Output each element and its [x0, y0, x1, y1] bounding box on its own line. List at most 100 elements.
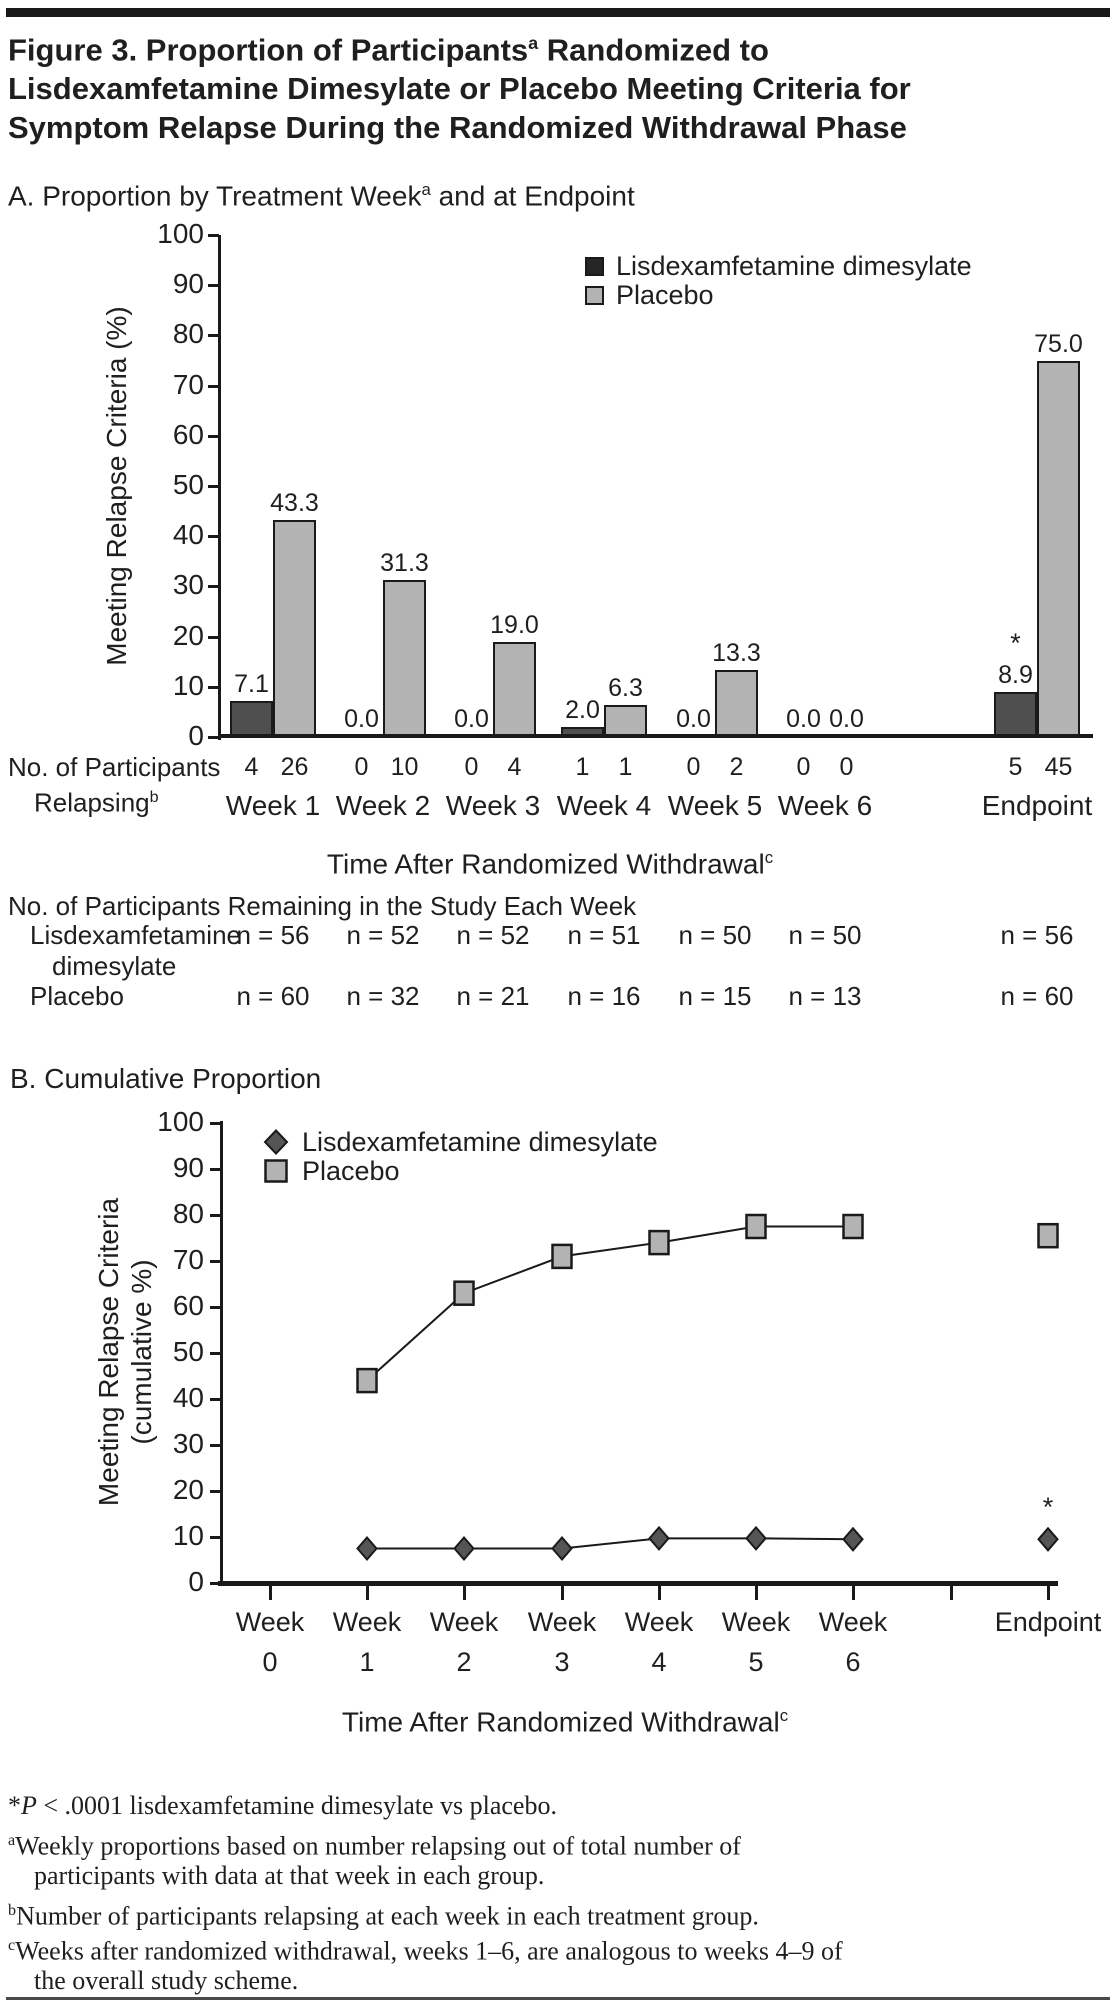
- diamond-marker: [842, 1526, 864, 1552]
- y-axis-tick-mark: [210, 1122, 221, 1125]
- bar-value-label: 31.3: [380, 548, 429, 577]
- y-axis-tick-mark: [210, 1352, 221, 1355]
- x-category-number: 2: [456, 1647, 472, 1677]
- x-category-label: Week 4: [556, 790, 652, 821]
- footnote-line: the overall study scheme.: [34, 1966, 299, 1995]
- significance-star: *: [1010, 628, 1021, 658]
- bar-lisdexamfetamine: [994, 692, 1037, 737]
- x-category-label: Week: [624, 1607, 694, 1637]
- y-axis-tick-label: 70: [172, 368, 204, 400]
- relapsing-count-placebo: 26: [280, 753, 309, 781]
- x-category-label: Week 3: [445, 790, 541, 821]
- y-axis-tick-label: 100: [157, 1106, 204, 1137]
- y-axis-tick-label: 40: [172, 1382, 204, 1413]
- series-line: [366, 1225, 853, 1382]
- remaining-count: n = 52: [346, 920, 420, 950]
- diamond-marker: [1037, 1526, 1059, 1552]
- relapsing-count-lisdexamfetamine: 1: [575, 753, 590, 781]
- remaining-count: n = 56: [236, 920, 310, 950]
- x-category-number: 6: [845, 1647, 861, 1677]
- y-axis-tick-mark: [210, 1444, 221, 1447]
- y-axis-tick-label: 10: [172, 1520, 204, 1551]
- relapsing-count-placebo: 4: [507, 753, 522, 781]
- x-axis-title: Time After Randomized Withdrawalc: [341, 1706, 789, 1738]
- x-axis-tick-mark: [1047, 1586, 1050, 1600]
- y-axis-tick-mark: [210, 1168, 221, 1171]
- x-axis-line: [218, 734, 1093, 738]
- legend-row: Lisdexamfetamine dimesylate: [585, 251, 972, 281]
- relapsing-count-placebo: 45: [1044, 753, 1073, 781]
- y-axis-tick-mark: [208, 585, 219, 589]
- y-axis-tick-label: 80: [172, 318, 204, 350]
- bar-value-label: 19.0: [490, 610, 539, 639]
- y-axis-tick-label: 50: [172, 1336, 204, 1367]
- legend-row: Placebo: [585, 280, 972, 310]
- x-axis-tick-mark: [269, 1586, 272, 1600]
- superscript-c: c: [8, 1937, 16, 1954]
- relapsing-row-label: No. of Participants: [8, 752, 221, 782]
- remaining-count: n = 51: [567, 920, 641, 950]
- superscript-c: c: [764, 848, 774, 867]
- square-marker: [648, 1229, 670, 1256]
- x-axis-tick-mark: [852, 1586, 855, 1600]
- y-axis-title: Meeting Relapse Criteria (cumulative %): [93, 1197, 157, 1507]
- legend-row: Lisdexamfetamine dimesylate: [262, 1127, 658, 1157]
- y-axis-title: Meeting Relapse Criteria (%): [101, 306, 132, 666]
- diamond-marker: [453, 1535, 475, 1562]
- bar-value-label: 0.0: [676, 705, 711, 733]
- superscript-b: b: [149, 788, 159, 806]
- x-axis-tick-mark: [755, 1586, 758, 1600]
- y-axis-tick-label: 10: [172, 669, 204, 701]
- bar-value-label: 0.0: [344, 705, 379, 733]
- y-axis-tick-label: 60: [172, 1290, 204, 1321]
- footnote-line: *P < .0001 lisdexamfetamine dimesylate v…: [8, 1791, 557, 1820]
- panel-b-plot-canvas: [356, 1213, 1059, 1562]
- panel-b-heading: B. Cumulative Proportion: [10, 1063, 322, 1094]
- x-category-label: Week 5: [667, 790, 763, 821]
- bar-value-label: 75.0: [1034, 329, 1083, 358]
- x-axis-tick-mark: [658, 1586, 661, 1600]
- relapsing-count-lisdexamfetamine: 0: [354, 753, 369, 781]
- remaining-row-label: Lisdexamfetamine: [30, 920, 241, 950]
- superscript-a: a: [8, 1832, 16, 1849]
- superscript-c: c: [779, 1706, 789, 1725]
- relapsing-row-label-line2: Relapsingb: [34, 787, 159, 818]
- x-category-number: 5: [748, 1647, 764, 1677]
- relapsing-count-placebo: 1: [618, 753, 633, 781]
- bar-placebo: [604, 705, 647, 737]
- superscript-a: a: [421, 180, 431, 199]
- top-rule: [6, 8, 1110, 17]
- superscript-a: a: [528, 33, 539, 53]
- x-category-label: Week 2: [335, 790, 431, 821]
- y-axis-tick-label: 40: [172, 519, 204, 551]
- bar-value-label: 0.0: [829, 705, 864, 733]
- y-axis-tick-mark: [210, 1214, 221, 1217]
- relapsing-count-placebo: 0: [839, 753, 854, 781]
- relapsing-count-lisdexamfetamine: 4: [244, 753, 259, 781]
- y-axis-tick-mark: [210, 1490, 221, 1493]
- legend: Lisdexamfetamine dimesylate Placebo: [262, 1127, 658, 1186]
- bar-value-label: 8.9: [998, 661, 1033, 690]
- y-axis-tick-label: 60: [172, 418, 204, 450]
- bar-value-label: 7.1: [234, 670, 269, 699]
- remaining-count: n = 52: [456, 920, 530, 950]
- legend: Lisdexamfetamine dimesylate Placebo: [585, 251, 972, 310]
- remaining-table-header: No. of Participants Remaining in the Stu…: [8, 891, 637, 921]
- y-axis-tick-mark: [208, 535, 219, 539]
- x-category-label: Week: [527, 1607, 597, 1637]
- y-axis-tick-mark: [208, 334, 219, 338]
- remaining-count: n = 50: [678, 920, 752, 950]
- bar-placebo: [273, 519, 316, 737]
- x-category-label: Week: [235, 1607, 305, 1637]
- footnote-line: aWeekly proportions based on number rela…: [8, 1831, 741, 1861]
- bar-placebo: [383, 579, 426, 737]
- x-axis-tick-mark: [366, 1586, 369, 1600]
- remaining-count: n = 13: [788, 981, 862, 1011]
- y-axis-tick-label: 20: [172, 1474, 204, 1505]
- y-axis-tick-label: 90: [172, 268, 204, 300]
- y-axis-tick-mark: [208, 485, 219, 488]
- x-category-label: Endpoint: [981, 790, 1093, 821]
- footnote-line: bNumber of participants relapsing at eac…: [8, 1901, 759, 1931]
- y-axis-tick-mark: [210, 1398, 221, 1401]
- x-category-label: Endpoint: [994, 1607, 1102, 1637]
